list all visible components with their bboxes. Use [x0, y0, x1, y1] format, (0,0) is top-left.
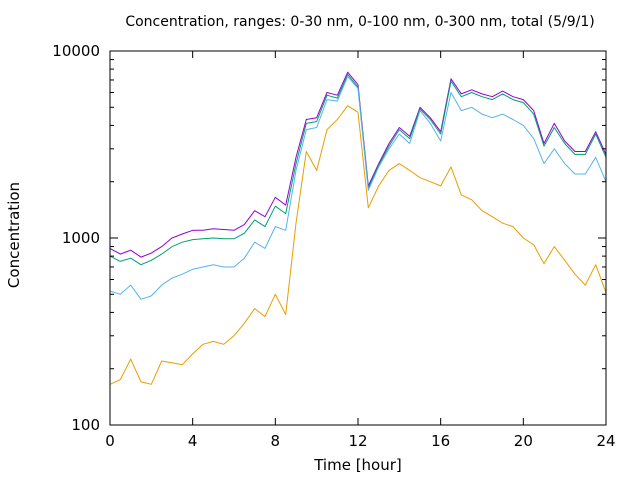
series-line-3	[109, 76, 607, 300]
x-tick-label-0: 0	[105, 432, 115, 450]
x-axis-label: Time [hour]	[314, 456, 402, 474]
x-tick-label-12: 12	[348, 432, 367, 450]
x-tick-label-8: 8	[271, 432, 281, 450]
series-line-2	[109, 73, 607, 266]
chart-title: Concentration, ranges: 0-30 nm, 0-100 nm…	[125, 14, 595, 30]
y-tick-label-1000: 1000	[62, 229, 100, 247]
plot-frame	[109, 50, 607, 426]
series-line-4	[109, 105, 607, 385]
y-tick-label-10000: 10000	[52, 42, 100, 60]
y-tick-label-100: 100	[71, 416, 100, 434]
x-tick-label-4: 4	[188, 432, 198, 450]
x-tick-label-16: 16	[431, 432, 450, 450]
x-tick-label-24: 24	[596, 432, 615, 450]
series-line-1	[109, 71, 607, 258]
y-axis-label: Concentration	[5, 181, 23, 289]
x-tick-label-20: 20	[514, 432, 533, 450]
